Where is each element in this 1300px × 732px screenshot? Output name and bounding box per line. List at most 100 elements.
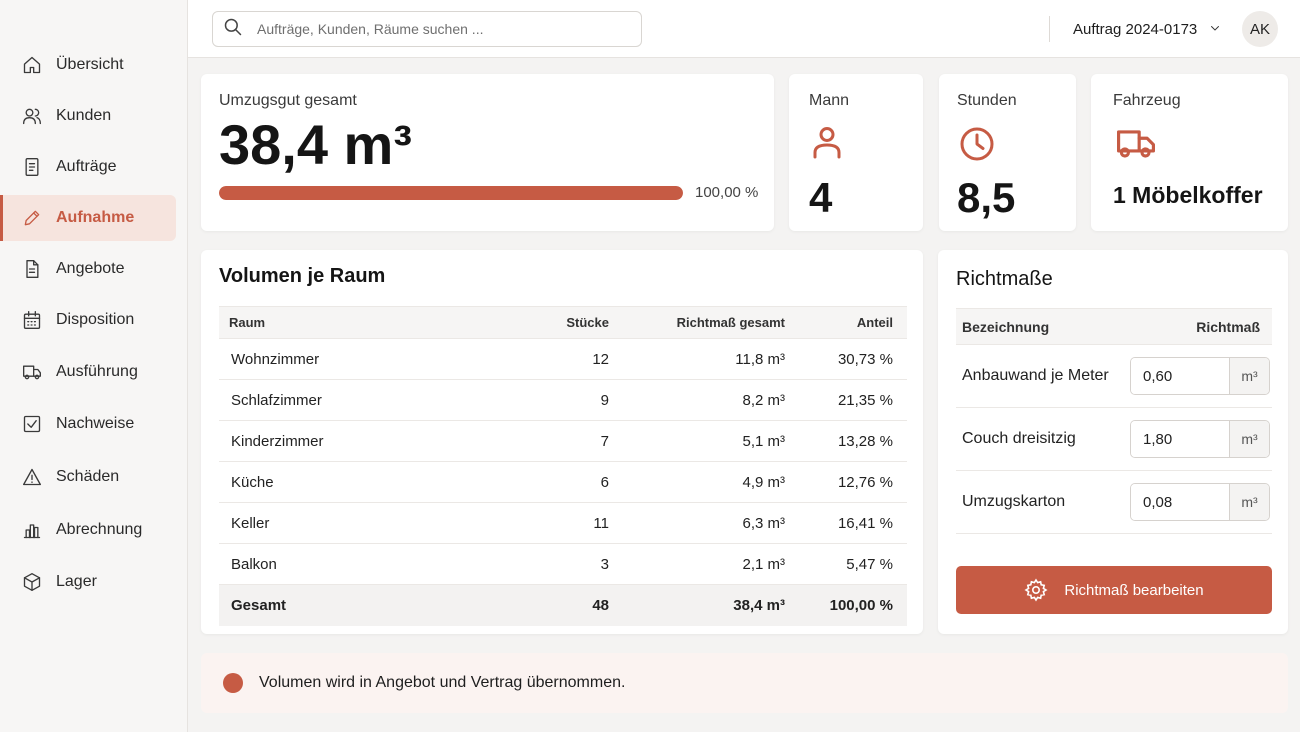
- table-row[interactable]: Kinderzimmer 7 5,1 m³ 13,28 %: [219, 420, 907, 462]
- calendar-icon: [22, 310, 42, 330]
- room-share: 16,41 %: [785, 502, 907, 544]
- measure-name: Umzugskarton: [956, 470, 1120, 534]
- clock-icon: [959, 126, 995, 167]
- table-header-row: Raum Stücke Richtmaß gesamt Anteil: [219, 306, 907, 339]
- room-pieces: 11: [519, 502, 609, 544]
- file-icon: [22, 259, 42, 279]
- search-input[interactable]: [257, 21, 617, 37]
- sidebar-item-nachweise[interactable]: Nachweise: [0, 401, 176, 447]
- table-row[interactable]: Schlafzimmer 9 8,2 m³ 21,35 %: [219, 379, 907, 421]
- rooms-table: Raum Stücke Richtmaß gesamt Anteil Wohnz…: [219, 306, 907, 626]
- order-select-value: Auftrag 2024-0173: [1073, 20, 1198, 38]
- men-value: 4: [809, 174, 833, 221]
- room-share: 12,76 %: [785, 461, 907, 503]
- room-volume: 11,8 m³: [609, 338, 785, 380]
- measure-row: Umzugskarton m³: [956, 470, 1272, 534]
- sidebar-item-label: Lager: [56, 573, 97, 590]
- table-header-row: Bezeichnung Richtmaß: [956, 308, 1272, 345]
- sidebar-item-aufnahme[interactable]: Aufnahme: [0, 195, 176, 241]
- edit-measure-button[interactable]: Richtmaß bearbeiten: [956, 566, 1272, 614]
- sidebar-item-label: Schäden: [56, 468, 120, 485]
- vehicle-card: Fahrzeug 1 Möbelkoffer: [1091, 74, 1288, 231]
- volume-value: 38,4 m³: [219, 113, 412, 176]
- header-divider: [1049, 16, 1050, 42]
- sidebar-item-lager[interactable]: Lager: [0, 559, 176, 605]
- sidebar-item-uebersicht[interactable]: Übersicht: [0, 42, 176, 88]
- vehicle-label: Fahrzeug: [1113, 92, 1181, 109]
- sidebar-item-auftraege[interactable]: Aufträge: [0, 144, 176, 190]
- search-icon: [223, 17, 243, 42]
- person-icon: [809, 124, 845, 165]
- sidebar-item-label: Aufnahme: [56, 209, 135, 226]
- notice-text: Volumen wird in Angebot und Vertrag über…: [259, 674, 626, 691]
- sidebar-item-label: Disposition: [56, 311, 135, 328]
- volume-summary-card: Umzugsgut gesamt 38,4 m³ 100,00 %: [201, 74, 774, 231]
- column-header-pieces[interactable]: Stücke: [519, 306, 609, 339]
- sidebar-item-abrechnung[interactable]: Abrechnung: [0, 507, 176, 553]
- measure-value-input[interactable]: [1131, 421, 1229, 457]
- hours-value: 8,5: [957, 174, 1016, 221]
- measures-title: Richtmaße: [956, 268, 1053, 290]
- sidebar-item-kunden[interactable]: Kunden: [0, 93, 176, 139]
- room-volume: 4,9 m³: [609, 461, 785, 503]
- vehicle-value: 1 Möbelkoffer: [1113, 182, 1263, 208]
- men-label: Mann: [809, 92, 850, 109]
- measure-unit: m³: [1229, 358, 1269, 394]
- sidebar-item-label: Nachweise: [56, 415, 135, 432]
- sidebar-item-ausfuehrung[interactable]: Ausführung: [0, 349, 176, 395]
- measure-unit: m³: [1229, 484, 1269, 520]
- measure-value-input[interactable]: [1131, 484, 1229, 520]
- search-box[interactable]: [212, 11, 642, 47]
- users-icon: [22, 106, 42, 126]
- measure-row: Anbauwand je Meter m³: [956, 344, 1272, 408]
- status-dot-icon: [223, 673, 243, 693]
- total-volume: 38,4 m³: [609, 584, 785, 626]
- document-icon: [22, 157, 42, 177]
- sidebar-item-schaeden[interactable]: Schäden: [0, 454, 176, 500]
- measure-unit: m³: [1229, 421, 1269, 457]
- sidebar-item-label: Ausführung: [56, 363, 138, 380]
- measures-table: Bezeichnung Richtmaß Anbauwand je Meter …: [956, 308, 1272, 534]
- sidebar-item-label: Angebote: [56, 260, 125, 277]
- room-name: Keller: [219, 502, 519, 544]
- measures-card: Richtmaße Bezeichnung Richtmaß Anbauwand…: [938, 250, 1288, 634]
- total-label: Gesamt: [219, 584, 519, 626]
- table-row[interactable]: Keller 11 6,3 m³ 16,41 %: [219, 502, 907, 544]
- sidebar-item-angebote[interactable]: Angebote: [0, 246, 176, 292]
- sidebar-item-label: Aufträge: [56, 158, 117, 175]
- column-header-room[interactable]: Raum: [219, 306, 519, 339]
- sidebar-item-label: Abrechnung: [56, 521, 143, 538]
- measure-value-input[interactable]: [1131, 358, 1229, 394]
- room-name: Wohnzimmer: [219, 338, 519, 380]
- column-header-volume[interactable]: Richtmaß gesamt: [609, 306, 785, 339]
- top-bar: Auftrag 2024-0173 AK: [188, 0, 1300, 58]
- table-row[interactable]: Küche 6 4,9 m³ 12,76 %: [219, 461, 907, 503]
- avatar[interactable]: AK: [1242, 11, 1278, 47]
- sidebar-item-disposition[interactable]: Disposition: [0, 297, 176, 343]
- measure-row: Couch dreisitzig m³: [956, 407, 1272, 471]
- hours-label: Stunden: [957, 92, 1017, 109]
- column-header-share[interactable]: Anteil: [785, 306, 907, 339]
- rooms-card: Volumen je Raum Raum Stücke Richtmaß ges…: [201, 250, 923, 634]
- measure-input-couch[interactable]: m³: [1130, 420, 1270, 458]
- checkbox-icon: [22, 414, 42, 434]
- volume-label: Umzugsgut gesamt: [219, 92, 357, 109]
- room-pieces: 7: [519, 420, 609, 462]
- measure-input-anbauwand[interactable]: m³: [1130, 357, 1270, 395]
- bar-chart-icon: [22, 520, 42, 540]
- truck-icon: [1113, 124, 1159, 167]
- room-share: 30,73 %: [785, 338, 907, 380]
- measure-name: Anbauwand je Meter: [956, 344, 1120, 408]
- total-pieces: 48: [519, 584, 609, 626]
- room-share: 21,35 %: [785, 379, 907, 421]
- info-notice: Volumen wird in Angebot und Vertrag über…: [201, 653, 1288, 713]
- measure-input-umzugskarton[interactable]: m³: [1130, 483, 1270, 521]
- table-total-row: Gesamt 48 38,4 m³ 100,00 %: [219, 584, 907, 626]
- hours-card: Stunden 8,5: [939, 74, 1076, 231]
- order-select[interactable]: Auftrag 2024-0173: [1073, 17, 1221, 41]
- chevron-down-icon: [1197, 21, 1221, 38]
- table-row[interactable]: Wohnzimmer 12 11,8 m³ 30,73 %: [219, 338, 907, 380]
- box-icon: [22, 572, 42, 592]
- sidebar: Übersicht Kunden Aufträge Aufnahme Angeb…: [0, 0, 188, 732]
- table-row[interactable]: Balkon 3 2,1 m³ 5,47 %: [219, 543, 907, 585]
